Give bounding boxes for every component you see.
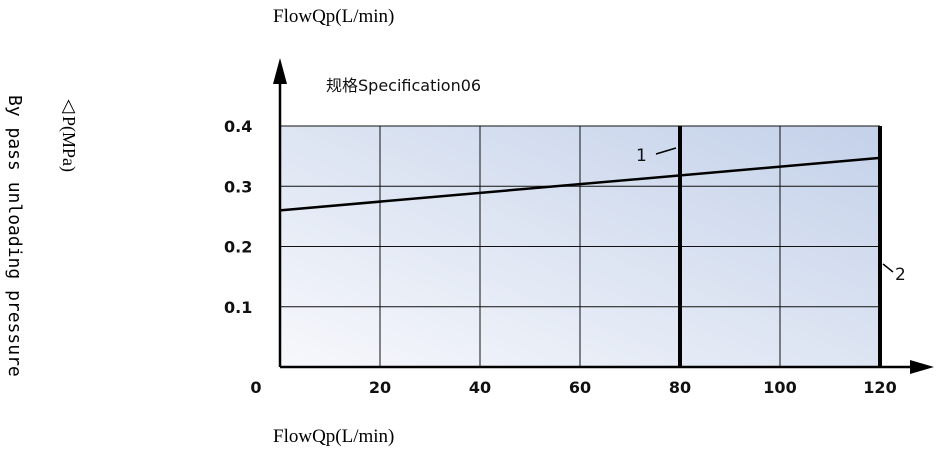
bottom-flow-label: FlowQp(L/min) bbox=[273, 426, 395, 447]
x-tick-label: 0 bbox=[250, 378, 261, 397]
x-tick-label: 40 bbox=[469, 378, 491, 397]
x-tick-label: 120 bbox=[863, 378, 896, 397]
y-axis-label-bypass: By pass unloading pressure bbox=[4, 95, 25, 377]
top-flow-label: FlowQp(L/min) bbox=[273, 6, 395, 27]
chart-title: 规格Specification06 bbox=[326, 76, 481, 95]
x-tick-label: 20 bbox=[369, 378, 391, 397]
callout-leader-2 bbox=[882, 263, 894, 273]
y-tick-label: 0.4 bbox=[224, 117, 252, 136]
callout-label-1: 1 bbox=[636, 146, 647, 166]
callout-leader-1 bbox=[655, 147, 677, 155]
x-axis-arrow-icon bbox=[910, 360, 934, 374]
callout-label-2: 2 bbox=[895, 265, 906, 285]
series-line bbox=[279, 156, 881, 212]
x-tick-label: 60 bbox=[569, 378, 591, 397]
x-tick-label: 80 bbox=[669, 378, 691, 397]
y-axis-arrow-icon bbox=[273, 58, 287, 84]
y-axis-label-pressure: △P(MPa) bbox=[59, 95, 79, 173]
y-tick-label: 0.3 bbox=[224, 177, 252, 196]
y-tick-label: 0.2 bbox=[224, 238, 252, 257]
y-tick-label: 0.1 bbox=[224, 298, 252, 317]
x-tick-label: 100 bbox=[763, 378, 796, 397]
